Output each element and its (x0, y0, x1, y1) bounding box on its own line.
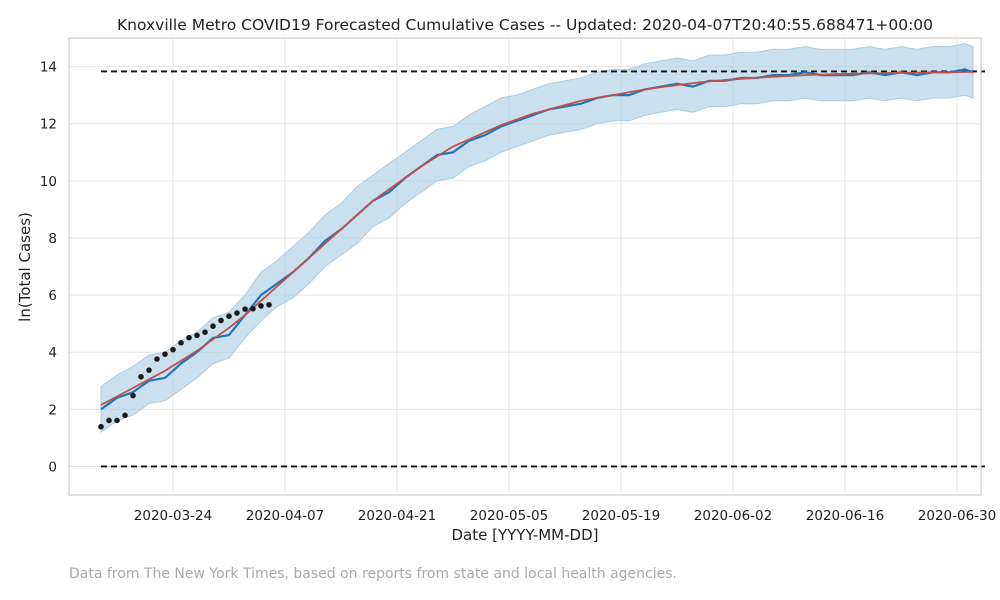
uncertainty-band-area (100, 43, 974, 434)
x-tick-label: 2020-03-24 (134, 508, 212, 524)
y-tick-label: 6 (48, 288, 57, 304)
y-tick-label: 12 (40, 117, 57, 133)
x-tick-label: 2020-06-30 (918, 508, 996, 524)
uncertainty-band (100, 43, 974, 434)
observed-point (162, 351, 168, 357)
y-tick-labels: 0 2 4 6 8 10 12 14 (40, 60, 57, 476)
y-axis-label: ln(Total Cases) (16, 212, 34, 322)
x-tick-label: 2020-04-21 (358, 508, 436, 524)
x-tick-label: 2020-05-05 (470, 508, 548, 524)
observed-point (210, 323, 216, 329)
observed-point (186, 334, 192, 341)
observed-point (266, 301, 272, 308)
x-tick-label: 2020-06-16 (806, 508, 884, 524)
observed-point (170, 346, 176, 353)
y-tick-label: 2 (48, 402, 57, 418)
observed-point (242, 306, 248, 312)
y-tick-label: 14 (40, 60, 57, 76)
data-source-note: Data from The New York Times, based on r… (69, 566, 677, 582)
observed-point (234, 310, 240, 316)
observed-point (154, 356, 160, 362)
observed-point (178, 339, 184, 346)
reference-lines (101, 70, 985, 468)
plot-frame (68, 37, 982, 496)
y-tick-label: 0 (48, 459, 57, 475)
observed-point (258, 303, 264, 309)
observed-point (130, 392, 136, 399)
y-tick-label: 10 (40, 174, 57, 190)
observed-point (138, 373, 144, 380)
observed-point (226, 313, 232, 319)
fit-line (100, 71, 973, 406)
x-tick-labels: 2020-03-24 2020-04-07 2020-04-21 2020-05-05… (134, 508, 996, 524)
observed-point (250, 305, 256, 312)
observed-point (202, 329, 208, 335)
x-axis-label: Date [YYYY-MM-DD] (451, 526, 598, 544)
observed-point (106, 417, 112, 424)
observed-points (98, 301, 272, 430)
chart-title: Knoxville Metro COVID19 Forecasted Cumul… (117, 16, 933, 34)
observed-point (194, 332, 200, 339)
x-tick-label: 2020-04-07 (246, 508, 324, 524)
x-tick-label: 2020-06-02 (694, 508, 772, 524)
observed-point (218, 317, 224, 324)
observed-point (146, 367, 152, 373)
y-tick-label: 8 (48, 231, 57, 247)
observed-point (114, 417, 120, 424)
x-tick-label: 2020-05-19 (582, 508, 660, 524)
observed-point (98, 423, 104, 430)
y-tick-label: 4 (48, 345, 57, 361)
observed-point (122, 412, 128, 419)
series-lines (100, 68, 974, 411)
